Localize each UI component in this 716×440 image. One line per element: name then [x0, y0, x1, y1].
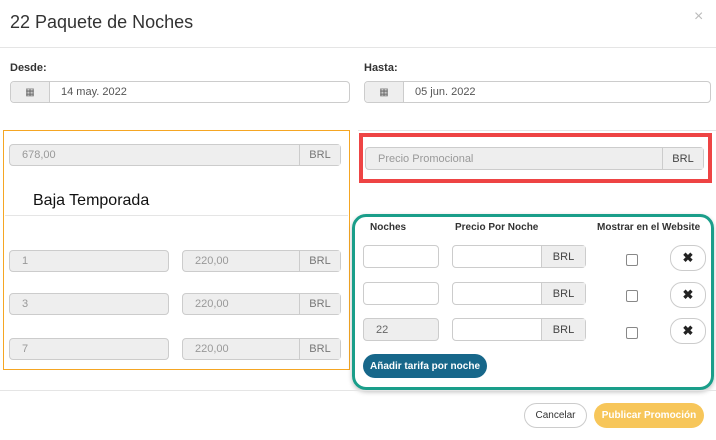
base-price-value: 678,00: [22, 149, 56, 161]
currency-addon: BRL: [299, 251, 340, 271]
price-header: Precio Por Noche: [455, 222, 539, 233]
nights-input[interactable]: 3: [9, 293, 169, 315]
currency-addon: BRL: [299, 145, 340, 165]
price-input[interactable]: 220,00 BRL: [182, 250, 341, 272]
nights-input[interactable]: 1: [9, 250, 169, 272]
base-price-input[interactable]: 678,00 BRL: [9, 144, 341, 166]
hasta-label: Hasta:: [364, 62, 398, 74]
nights-input[interactable]: 22: [363, 318, 439, 341]
calendar-icon[interactable]: ▦: [365, 82, 404, 102]
remove-row-button[interactable]: ✖: [670, 318, 706, 344]
price-value: 220,00: [195, 343, 229, 355]
price-input[interactable]: 220,00 BRL: [182, 338, 341, 360]
show-website-checkbox[interactable]: [626, 290, 638, 302]
nights-value: 22: [376, 323, 389, 336]
calendar-icon[interactable]: ▦: [11, 82, 50, 102]
remove-row-button[interactable]: ✖: [670, 282, 706, 308]
nights-value: 7: [22, 343, 29, 355]
currency-addon: BRL: [541, 283, 585, 304]
price-per-night-input[interactable]: BRL: [452, 282, 586, 305]
price-value: 220,00: [195, 298, 229, 310]
season-name: Baja Temporada: [33, 192, 150, 209]
close-icon[interactable]: ×: [694, 8, 704, 25]
cancel-button[interactable]: Cancelar: [524, 403, 587, 428]
desde-date-input[interactable]: ▦ 14 may. 2022: [10, 81, 350, 103]
nights-input[interactable]: [363, 282, 439, 305]
nights-value: 1: [22, 255, 29, 267]
currency-addon: BRL: [541, 319, 585, 340]
website-header: Mostrar en el Website: [597, 222, 701, 233]
nights-value: 3: [22, 298, 29, 310]
currency-addon: BRL: [299, 294, 340, 314]
price-input[interactable]: 220,00 BRL: [182, 293, 341, 315]
promo-price-input[interactable]: Precio Promocional BRL: [365, 147, 704, 170]
show-website-checkbox[interactable]: [626, 254, 638, 266]
currency-addon: BRL: [662, 148, 703, 169]
desde-label: Desde:: [10, 62, 47, 74]
promo-highlight-box: [359, 133, 712, 183]
price-per-night-input[interactable]: BRL: [452, 245, 586, 268]
modal-title: 22 Paquete de Noches: [10, 12, 194, 32]
price-per-night-input[interactable]: BRL: [452, 318, 586, 341]
currency-addon: BRL: [541, 246, 585, 267]
show-website-checkbox[interactable]: [626, 327, 638, 339]
night-rates-box: [352, 214, 714, 390]
add-night-rate-button[interactable]: Añadir tarifa por noche: [363, 354, 487, 378]
remove-row-button[interactable]: ✖: [670, 245, 706, 271]
nights-header: Noches: [370, 222, 407, 233]
nights-input[interactable]: [363, 245, 439, 268]
hasta-value: 05 jun. 2022: [415, 86, 476, 98]
publish-promotion-button[interactable]: Publicar Promoción: [594, 403, 704, 428]
hasta-date-input[interactable]: ▦ 05 jun. 2022: [364, 81, 711, 103]
price-value: 220,00: [195, 255, 229, 267]
promo-placeholder: Precio Promocional: [378, 152, 474, 165]
currency-addon: BRL: [299, 339, 340, 359]
season-highlight-box: [3, 130, 350, 370]
nights-input[interactable]: 7: [9, 338, 169, 360]
desde-value: 14 may. 2022: [61, 86, 127, 98]
